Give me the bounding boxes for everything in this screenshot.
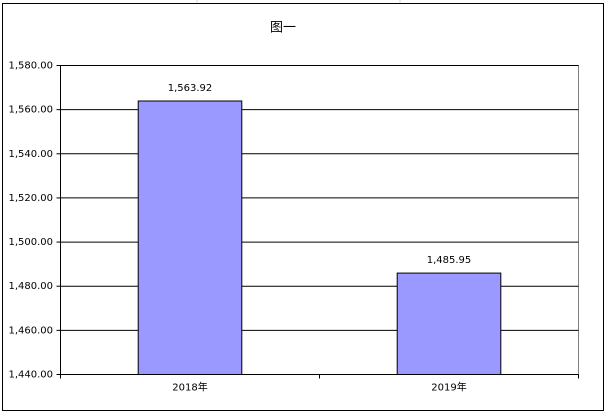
y-tick-label: 1,580.00 (8, 61, 53, 72)
data-label: 1,485.95 (427, 255, 472, 266)
y-tick-label: 1,560.00 (8, 105, 53, 116)
bar (396, 272, 502, 375)
y-tick-label: 1,520.00 (8, 193, 53, 204)
data-label: 1,563.92 (168, 83, 213, 94)
y-tick-label: 1,500.00 (8, 237, 53, 248)
y-tick-label: 1,540.00 (8, 149, 53, 160)
x-tick-label: 2018年 (172, 381, 207, 394)
y-tick-label: 1,480.00 (8, 281, 53, 292)
bar (137, 100, 243, 376)
chart-title: 图一 (270, 21, 296, 36)
y-tick-label: 1,460.00 (8, 325, 53, 336)
y-tick-label: 1,440.00 (8, 370, 53, 381)
x-tick-label: 2019年 (431, 381, 466, 394)
